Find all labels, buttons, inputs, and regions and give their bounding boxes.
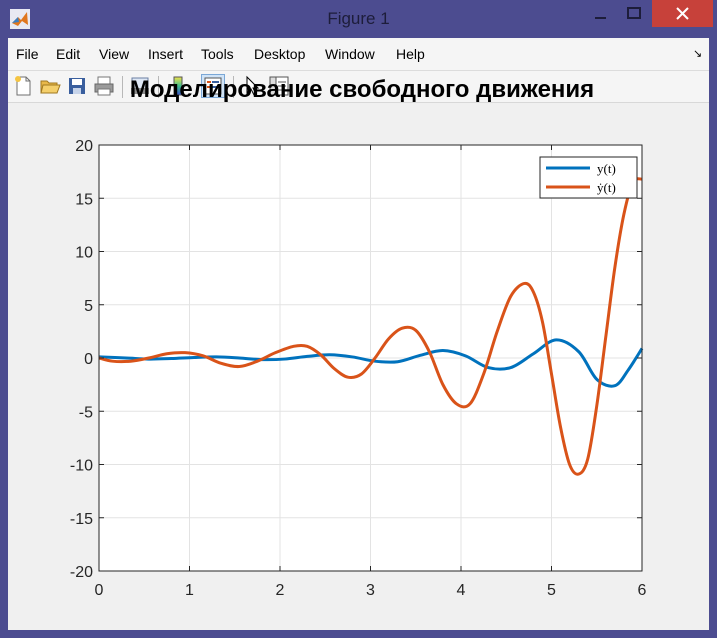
edit-plot-button[interactable] <box>240 74 264 98</box>
series-lines <box>98 177 644 476</box>
menu-desktop[interactable]: Desktop <box>254 46 306 62</box>
window-title: Figure 1 <box>327 9 390 28</box>
open-file-icon <box>40 80 61 94</box>
x-tick-label: 5 <box>547 582 556 599</box>
toolbar-separator <box>233 76 234 98</box>
legend[interactable]: y(t) ẏ(t) <box>539 156 638 199</box>
edit-plot-arrow-icon <box>246 75 260 96</box>
y-tick-label: -10 <box>70 458 93 475</box>
property-inspector-button[interactable] <box>267 74 291 98</box>
menu-tools[interactable]: Tools <box>201 46 234 62</box>
maximize-icon <box>627 7 641 19</box>
new-figure-icon <box>15 76 31 96</box>
menu-view[interactable]: View <box>99 46 130 62</box>
open-file-button[interactable] <box>38 74 62 98</box>
new-figure-button[interactable] <box>11 74 35 98</box>
menu-file[interactable]: File <box>16 46 39 62</box>
chart-title: Моделирование свободного движения <box>129 76 595 103</box>
save-icon <box>69 78 85 94</box>
legend-button[interactable] <box>201 74 225 98</box>
menu-bar: File Edit View Insert Tools Desktop Wind… <box>8 38 709 71</box>
x-tick-label: 6 <box>638 582 647 599</box>
property-inspector-icon <box>269 76 289 96</box>
legend-box <box>539 156 638 199</box>
figure-toolbar <box>8 71 709 103</box>
menu-help[interactable]: Help <box>396 46 425 62</box>
tick-labels: 0 1 2 3 4 5 6 20 15 10 5 0 -5 -10 -15 -20 <box>70 138 647 599</box>
maximize-button[interactable] <box>617 0 651 27</box>
close-button[interactable] <box>652 0 713 27</box>
y-tick-label: -15 <box>70 511 93 528</box>
print-button[interactable] <box>92 74 116 98</box>
y-tick-label: 15 <box>75 191 93 208</box>
series-line-0 <box>98 338 644 388</box>
y-tick-label: -5 <box>79 404 93 421</box>
x-tick-label: 0 <box>95 582 104 599</box>
x-tick-label: 4 <box>457 582 466 599</box>
colorbar-button[interactable] <box>166 74 190 98</box>
matlab-logo-icon <box>10 9 30 29</box>
print-preview-icon <box>131 77 149 94</box>
title-bar[interactable]: Figure 1 <box>0 0 717 38</box>
x-tick-label: 3 <box>366 582 375 599</box>
menu-insert[interactable]: Insert <box>148 46 184 62</box>
close-icon <box>676 7 689 20</box>
toolbar-separator <box>158 76 159 98</box>
menu-window[interactable]: Window <box>325 46 375 62</box>
menu-edit[interactable]: Edit <box>56 46 81 62</box>
save-button[interactable] <box>65 74 89 98</box>
x-tick-label: 1 <box>185 582 194 599</box>
minimize-icon <box>595 17 606 19</box>
minimize-button[interactable] <box>585 0 617 27</box>
y-tick-label: -20 <box>70 564 93 581</box>
y-tick-label: 0 <box>84 351 93 368</box>
series-line-1 <box>98 177 643 476</box>
y-tick-label: 5 <box>84 298 93 315</box>
tick-marks <box>98 144 643 572</box>
x-tick-label: 2 <box>276 582 285 599</box>
print-icon <box>94 76 114 96</box>
toolbar-separator <box>122 76 123 98</box>
legend-label: y(t) <box>597 161 616 176</box>
legend-icon <box>204 77 222 95</box>
dock-figure-icon[interactable]: ↘ <box>693 48 703 60</box>
y-tick-label: 10 <box>75 245 93 262</box>
y-tick-label: 20 <box>75 138 93 155</box>
legend-label: ẏ(t) <box>597 180 616 195</box>
colorbar-icon <box>173 76 183 96</box>
print-preview-button[interactable] <box>128 74 152 98</box>
